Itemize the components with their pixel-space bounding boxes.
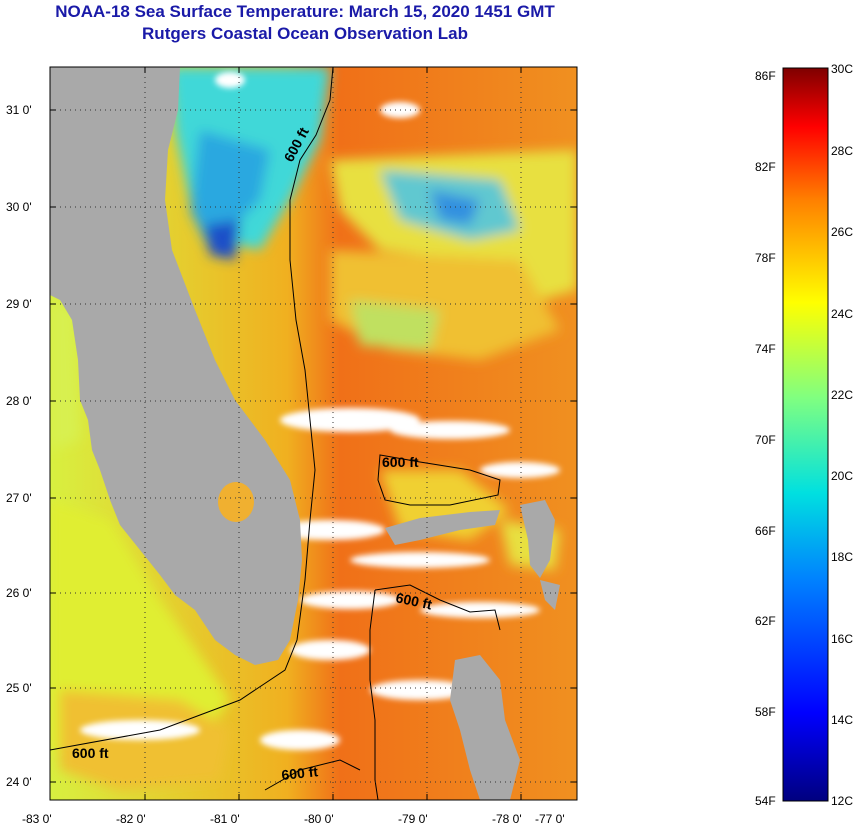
- longitude-axis: -83 0' -82 0' -81 0' -80 0' -79 0' -78 0…: [22, 67, 565, 826]
- colorbar-f-label: 70F: [755, 433, 776, 447]
- lat-label: 27 0': [6, 491, 32, 505]
- latitude-axis: 31 0' 30 0' 29 0' 28 0' 27 0' 26 0' 25 0…: [6, 103, 577, 789]
- lat-label: 28 0': [6, 394, 32, 408]
- colorbar-f-label: 62F: [755, 614, 776, 628]
- map-title: NOAA-18 Sea Surface Temperature: March 1…: [55, 2, 555, 21]
- lon-label: -82 0': [116, 812, 146, 826]
- contour-label-3: 600 ft: [394, 589, 433, 612]
- contour-label-4: 600 ft: [72, 745, 109, 761]
- lat-label: 24 0': [6, 775, 32, 789]
- lat-label: 30 0': [6, 200, 32, 214]
- contour-label-2: 600 ft: [382, 454, 419, 470]
- colorbar-c-label: 14C: [831, 713, 853, 727]
- colorbar-gradient: [782, 67, 829, 802]
- lon-label: -81 0': [210, 812, 240, 826]
- colorbar-c-label: 18C: [831, 550, 853, 564]
- colorbar-f-label: 86F: [755, 69, 776, 83]
- colorbar-c-label: 20C: [831, 469, 853, 483]
- lon-label: -78 0': [492, 812, 522, 826]
- color-scale: 86F 82F 78F 74F 70F 66F 62F 58F 54F 30C …: [755, 62, 853, 808]
- lat-label: 29 0': [6, 297, 32, 311]
- lon-label: -77 0': [535, 812, 565, 826]
- lat-label: 25 0': [6, 681, 32, 695]
- colorbar-f-label: 82F: [755, 160, 776, 174]
- lon-label: -80 0': [304, 812, 334, 826]
- colorbar-c-label: 12C: [831, 794, 853, 808]
- colorbar-f-label: 74F: [755, 342, 776, 356]
- colorbar-f-label: 78F: [755, 251, 776, 265]
- map-frame: [49, 66, 578, 801]
- graticule: [50, 67, 577, 800]
- contour-label-5: 600 ft: [281, 763, 319, 783]
- lon-label: -83 0': [22, 812, 52, 826]
- colorbar-c-label: 26C: [831, 225, 853, 239]
- colorbar-c-label: 28C: [831, 144, 853, 158]
- colorbar-f-label: 66F: [755, 524, 776, 538]
- map-image: [50, 67, 577, 800]
- colorbar-f-label: 58F: [755, 705, 776, 719]
- lon-label: -79 0': [398, 812, 428, 826]
- cloud-patches: [80, 72, 560, 750]
- colorbar-c-label: 30C: [831, 62, 853, 76]
- colorbar-f-label: 54F: [755, 794, 776, 808]
- lake-okeechobee: [218, 482, 254, 522]
- lat-label: 31 0': [6, 103, 32, 117]
- colorbar-c-label: 16C: [831, 632, 853, 646]
- depth-contour-600ft: [50, 67, 501, 800]
- colorbar-c-label: 22C: [831, 388, 853, 402]
- colorbar-c-label: 24C: [831, 307, 853, 321]
- lat-label: 26 0': [6, 586, 32, 600]
- map-subtitle: Rutgers Coastal Ocean Observation Lab: [142, 24, 468, 43]
